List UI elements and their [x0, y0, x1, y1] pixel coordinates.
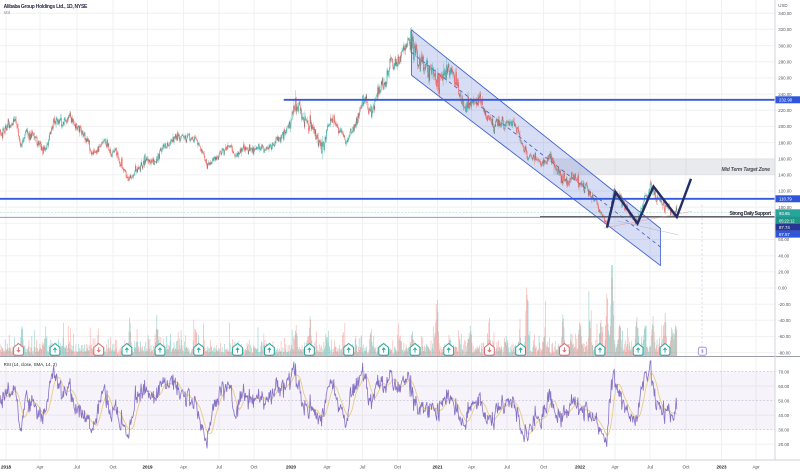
svg-text:Apr: Apr [180, 464, 188, 469]
svg-text:Alibaba Group Holdings Ltd., 1: Alibaba Group Holdings Ltd., 1D, NYSE [4, 4, 88, 10]
svg-text:Oct: Oct [109, 464, 117, 469]
svg-text:87.74: 87.74 [779, 225, 790, 230]
svg-text:Apr: Apr [36, 464, 44, 469]
svg-text:2021: 2021 [432, 464, 443, 469]
svg-text:60.00: 60.00 [778, 237, 789, 242]
svg-text:220.00: 220.00 [778, 108, 792, 113]
svg-text:Oct: Oct [682, 464, 690, 469]
svg-text:0.00: 0.00 [778, 286, 787, 291]
svg-text:Jul: Jul [504, 464, 510, 469]
svg-text:Jul: Jul [360, 464, 366, 469]
svg-text:232.90: 232.90 [779, 98, 793, 103]
svg-text:140.00: 140.00 [778, 173, 792, 178]
svg-text:05:22:12: 05:22:12 [779, 218, 795, 223]
svg-text:-80.00: -80.00 [778, 350, 791, 355]
svg-text:240.00: 240.00 [778, 92, 792, 97]
svg-text:2023: 2023 [716, 464, 727, 469]
svg-text:20.00: 20.00 [778, 270, 789, 275]
svg-text:-40.00: -40.00 [778, 318, 791, 323]
svg-text:320.00: 320.00 [778, 27, 792, 32]
svg-text:2020: 2020 [286, 464, 297, 469]
svg-text:Apr: Apr [752, 464, 760, 469]
svg-text:Oct: Oct [540, 464, 548, 469]
svg-text:USD: USD [778, 3, 787, 8]
svg-text:87.57: 87.57 [779, 232, 790, 237]
svg-text:30.00: 30.00 [778, 427, 789, 432]
svg-text:Jul: Jul [647, 464, 653, 469]
svg-text:100.00: 100.00 [778, 205, 792, 210]
svg-text:160.00: 160.00 [778, 156, 792, 161]
svg-text:300.00: 300.00 [778, 43, 792, 48]
svg-text:RSI (14, close, SMA, 14, 2): RSI (14, close, SMA, 14, 2) [4, 362, 58, 367]
svg-text:50.00: 50.00 [778, 398, 789, 403]
svg-text:40.00: 40.00 [778, 253, 789, 258]
svg-text:Apr: Apr [323, 464, 331, 469]
svg-text:Apr: Apr [611, 464, 619, 469]
svg-text:2018: 2018 [1, 464, 12, 469]
svg-text:120.00: 120.00 [778, 189, 792, 194]
svg-text:93.65: 93.65 [779, 211, 790, 216]
svg-text:-20.00: -20.00 [778, 302, 791, 307]
svg-text:60.00: 60.00 [778, 384, 789, 389]
svg-text:Strong Daily Support: Strong Daily Support [730, 211, 772, 217]
svg-text:2019: 2019 [142, 464, 153, 469]
svg-text:110.79: 110.79 [779, 197, 792, 202]
svg-text:260.00: 260.00 [778, 76, 792, 81]
svg-text:Oct: Oct [250, 464, 258, 469]
svg-text:-60.00: -60.00 [778, 334, 791, 339]
svg-text:70.00: 70.00 [778, 369, 789, 374]
svg-text:280.00: 280.00 [778, 60, 792, 65]
svg-text:40.00: 40.00 [778, 413, 789, 418]
svg-text:180.00: 180.00 [778, 140, 792, 145]
svg-text:Apr: Apr [468, 464, 476, 469]
svg-text:20.00: 20.00 [778, 442, 789, 447]
svg-text:Vol: Vol [4, 10, 10, 15]
svg-text:Jul: Jul [216, 464, 222, 469]
svg-text:Oct: Oct [394, 464, 402, 469]
svg-text:Jul: Jul [74, 464, 80, 469]
svg-text:340.00: 340.00 [778, 11, 792, 16]
svg-text:2022: 2022 [575, 464, 586, 469]
svg-text:Mid Term Target Zone: Mid Term Target Zone [722, 167, 771, 173]
svg-text:200.00: 200.00 [778, 124, 792, 129]
